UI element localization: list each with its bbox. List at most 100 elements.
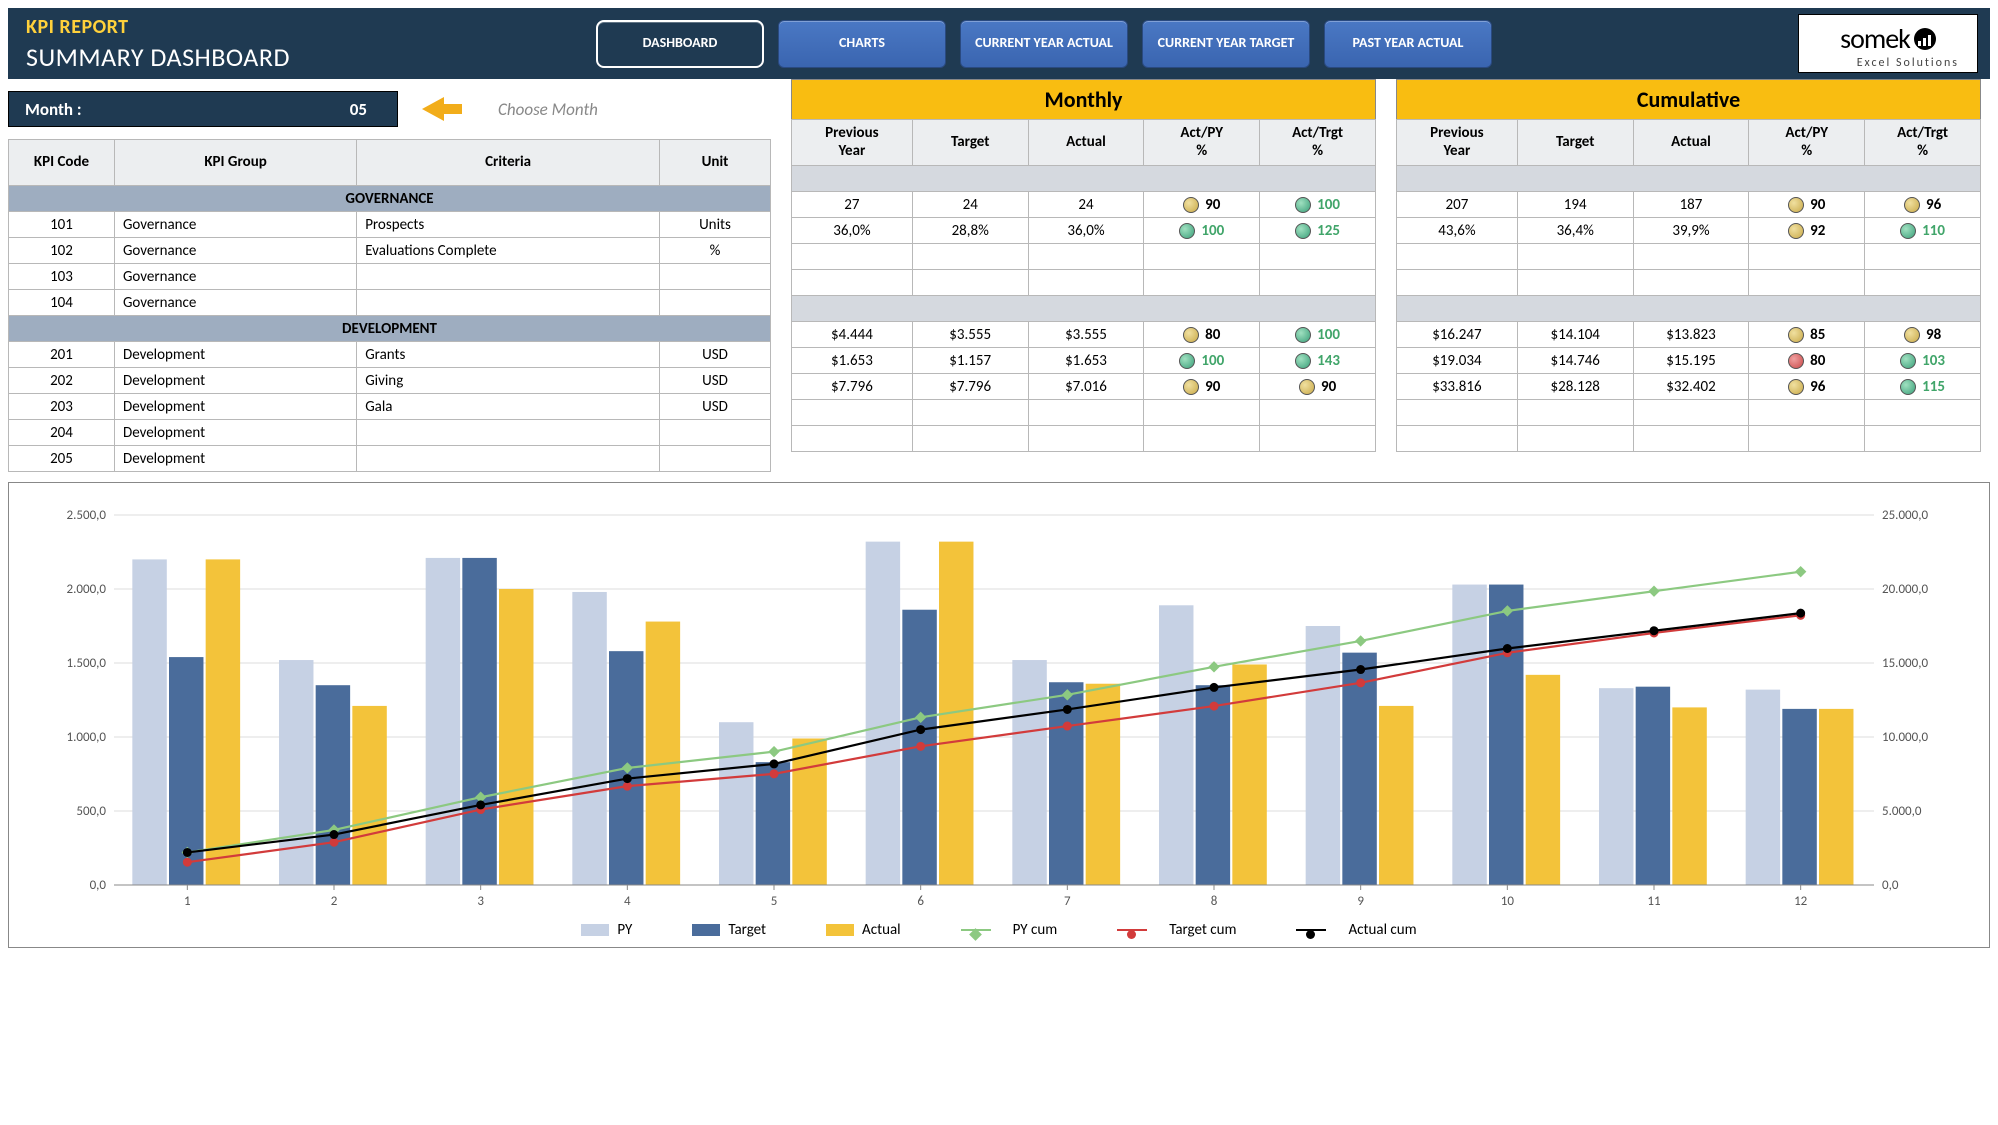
indicator-value: 100 [1201,222,1224,240]
svg-text:11: 11 [1647,894,1660,909]
metric-cell: $1.653 [1028,348,1144,374]
metric-cell: $3.555 [912,322,1028,348]
indicator-value: 115 [1922,378,1945,396]
indicator-cell [1260,270,1376,296]
indicator-cell [1260,244,1376,270]
metric-cell: 27 [792,192,913,218]
table-row [1397,244,1981,270]
table-row: $19.034$14.746$15.19580103 [1397,348,1981,374]
kpi-cell: Prospects [357,212,660,238]
nav-buttons: DASHBOARD CHARTS CURRENT YEAR ACTUAL CUR… [596,20,1778,68]
month-selector[interactable]: Month : 05 [8,91,398,127]
svg-text:5.000,0: 5.000,0 [1882,804,1922,819]
header-left: KPI REPORT SUMMARY DASHBOARD [26,15,566,73]
metric-header: Act/Trgt% [1260,120,1376,166]
legend-label: PY cum [1013,921,1058,939]
table-row [792,270,1376,296]
table-row: 203DevelopmentGalaUSD [9,394,771,420]
table-row: 101GovernanceProspectsUnits [9,212,771,238]
metric-cell [1397,400,1518,426]
status-yellow-icon [1788,327,1804,343]
metric-cell: 36,0% [1028,218,1144,244]
metric-cell [1633,400,1749,426]
indicator-cell: 100 [1260,322,1376,348]
metric-header: Target [1517,120,1633,166]
monthly-title: Monthly [791,79,1376,119]
nav-current-year-actual[interactable]: CURRENT YEAR ACTUAL [960,20,1128,68]
cumulative-table: PreviousYearTargetActualAct/PY%Act/Trgt%… [1396,119,1981,452]
table-row: 43,6%36,4%39,9%92110 [1397,218,1981,244]
status-yellow-icon [1299,379,1315,395]
table-row: $16.247$14.104$13.8238598 [1397,322,1981,348]
chart-legend: PYTargetActualPY cumTarget cumActual cum [17,921,1981,939]
indicator-value: 90 [1321,378,1336,396]
metric-header: Act/PY% [1144,120,1260,166]
status-yellow-icon [1183,197,1199,213]
status-yellow-icon [1904,197,1920,213]
status-yellow-icon [1788,197,1804,213]
kpi-cell: 202 [9,368,115,394]
nav-charts[interactable]: CHARTS [778,20,946,68]
kpi-cell: 204 [9,420,115,446]
metric-cell: 39,9% [1633,218,1749,244]
table-row: $1.653$1.157$1.653100143 [792,348,1376,374]
legend-label: Actual [862,921,901,939]
indicator-value: 90 [1205,378,1220,396]
metric-cell: $7.796 [792,374,913,400]
svg-text:7: 7 [1064,894,1071,909]
legend-swatch-icon [826,924,854,936]
metric-header: PreviousYear [1397,120,1518,166]
metric-cell [1633,426,1749,452]
indicator-cell [1865,270,1981,296]
month-value: 05 [350,99,397,120]
metric-header: PreviousYear [792,120,913,166]
svg-text:25.000,0: 25.000,0 [1882,508,1928,523]
metric-cell [912,426,1028,452]
indicator-value: 92 [1810,222,1825,240]
month-label: Month : [9,99,350,120]
svg-text:4: 4 [624,894,631,909]
status-green-icon [1295,197,1311,213]
indicator-value: 98 [1926,326,1941,344]
kpi-header: KPI Group [114,140,356,186]
metric-cell: 43,6% [1397,218,1518,244]
metric-cell: 207 [1397,192,1518,218]
svg-text:20.000,0: 20.000,0 [1882,582,1928,597]
nav-current-year-target[interactable]: CURRENT YEAR TARGET [1142,20,1310,68]
table-row: $7.796$7.796$7.0169090 [792,374,1376,400]
indicator-cell [1144,244,1260,270]
indicator-value: 100 [1201,352,1224,370]
svg-text:5: 5 [771,894,778,909]
indicator-cell: 100 [1144,348,1260,374]
legend-item: PY cum [961,921,1058,939]
metric-cell [1028,400,1144,426]
metric-group-spacer [1397,166,1981,192]
metric-group-spacer [792,296,1376,322]
metric-cell [912,400,1028,426]
table-row: 27242490100 [792,192,1376,218]
kpi-group-header: GOVERNANCE [9,186,771,212]
nav-past-year-actual[interactable]: PAST YEAR ACTUAL [1324,20,1492,68]
status-green-icon [1295,223,1311,239]
metric-cell: 28,8% [912,218,1028,244]
svg-text:2: 2 [331,894,338,909]
metric-cell: 194 [1517,192,1633,218]
metric-cell: 36,4% [1517,218,1633,244]
metric-cell: $16.247 [1397,322,1518,348]
indicator-value: 96 [1810,378,1825,396]
nav-dashboard[interactable]: DASHBOARD [596,20,764,68]
indicator-cell [1865,400,1981,426]
table-row [792,400,1376,426]
kpi-cell [357,446,660,472]
metric-cell [1397,244,1518,270]
indicator-cell: 125 [1260,218,1376,244]
kpi-cell: Governance [114,238,356,264]
table-row: 204Development [9,420,771,446]
indicator-value: 143 [1317,352,1340,370]
table-row: 202DevelopmentGivingUSD [9,368,771,394]
chart-container: 0,0500,01.000,01.500,02.000,02.500,00,05… [8,482,1990,948]
indicator-cell: 96 [1749,374,1865,400]
status-green-icon [1179,223,1195,239]
kpi-cell: Grants [357,342,660,368]
status-yellow-icon [1183,379,1199,395]
